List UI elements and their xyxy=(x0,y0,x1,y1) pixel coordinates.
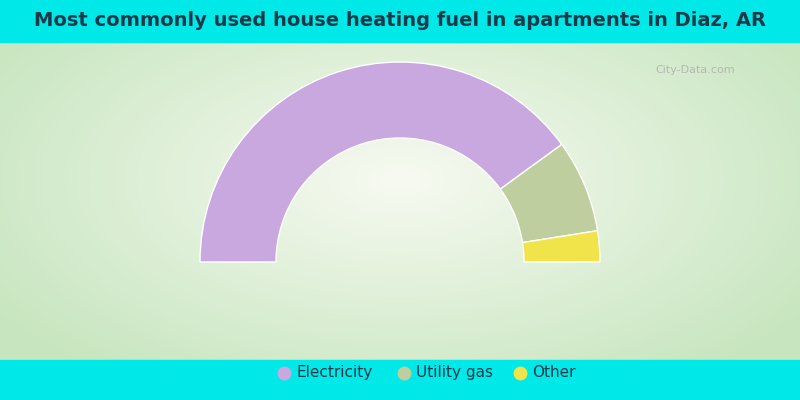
Bar xyxy=(0,360,800,400)
Text: Electricity: Electricity xyxy=(296,365,372,380)
Wedge shape xyxy=(500,144,598,243)
Text: Other: Other xyxy=(532,365,575,380)
Text: Utility gas: Utility gas xyxy=(416,365,493,380)
Text: Most commonly used house heating fuel in apartments in Diaz, AR: Most commonly used house heating fuel in… xyxy=(34,12,766,30)
Bar xyxy=(0,0,800,42)
Wedge shape xyxy=(522,231,600,262)
Text: City-Data.com: City-Data.com xyxy=(655,65,734,75)
Wedge shape xyxy=(200,62,562,262)
